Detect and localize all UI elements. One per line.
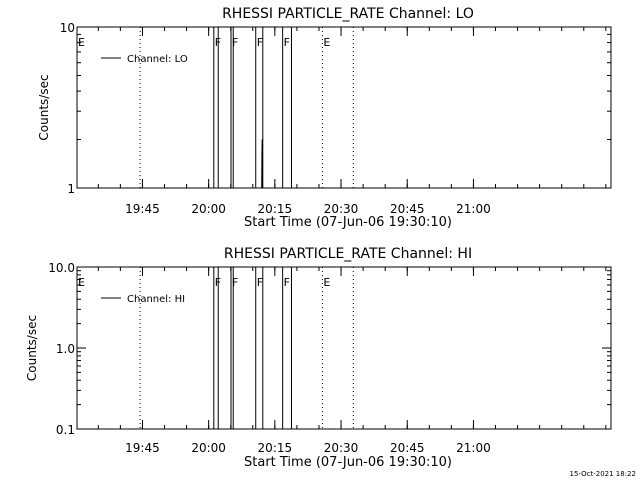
x-axis-label: Start Time (07-Jun-06 19:30:10) — [244, 455, 452, 470]
event-label: F — [257, 36, 263, 49]
event-label: E — [323, 36, 330, 49]
y-axis-label: Counts/sec — [37, 74, 51, 140]
event-label: F — [284, 276, 290, 289]
legend-label: Channel: LO — [127, 54, 188, 65]
lo-channel-panel: RHESSI PARTICLE_RATE Channel: LO 1 10 19:45… — [37, 6, 612, 230]
x-tick-label: 19:45 — [125, 202, 160, 216]
plot-frame — [76, 26, 612, 189]
series-line — [261, 139, 264, 189]
x-tick-label: 21:00 — [456, 202, 491, 216]
x-tick-label: 20:15 — [258, 202, 293, 216]
event-label: F — [257, 276, 263, 289]
event-label: E — [78, 36, 85, 49]
y-tick-label: 0.1 — [56, 423, 75, 437]
x-tick-label: 20:00 — [191, 202, 226, 216]
x-tick-label: 20:45 — [390, 202, 425, 216]
y-tick-label: 1.0 — [56, 342, 75, 356]
event-label: E — [78, 276, 85, 289]
x-axis-label: Start Time (07-Jun-06 19:30:10) — [244, 215, 452, 230]
y-axis-label: Counts/sec — [25, 315, 39, 381]
plot-frame — [76, 266, 612, 430]
x-tick-label: 20:45 — [390, 441, 425, 455]
event-label: E — [323, 276, 330, 289]
event-label: F — [284, 36, 290, 49]
x-tick-label: 20:30 — [324, 202, 359, 216]
event-label: F — [232, 276, 238, 289]
hi-channel-panel: RHESSI PARTICLE_RATE Channel: HI 0.1 1.0 10… — [25, 246, 612, 470]
y-tick-label: 10 — [60, 21, 75, 35]
chart-title: RHESSI PARTICLE_RATE Channel: LO — [222, 6, 474, 22]
x-tick-label: 20:00 — [191, 441, 226, 455]
x-tick-label: 19:45 — [125, 441, 160, 455]
x-tick-label: 21:00 — [456, 441, 491, 455]
chart-title: RHESSI PARTICLE_RATE Channel: HI — [224, 246, 472, 262]
y-tick-label: 10.0 — [48, 261, 75, 275]
legend-label: Channel: HI — [127, 294, 185, 305]
y-tick-label: 1 — [67, 182, 75, 196]
x-tick-label: 20:30 — [324, 441, 359, 455]
x-tick-label: 20:15 — [258, 441, 293, 455]
event-label: F — [232, 36, 238, 49]
footer-timestamp: 15-Oct-2021 18:22 — [570, 470, 636, 478]
